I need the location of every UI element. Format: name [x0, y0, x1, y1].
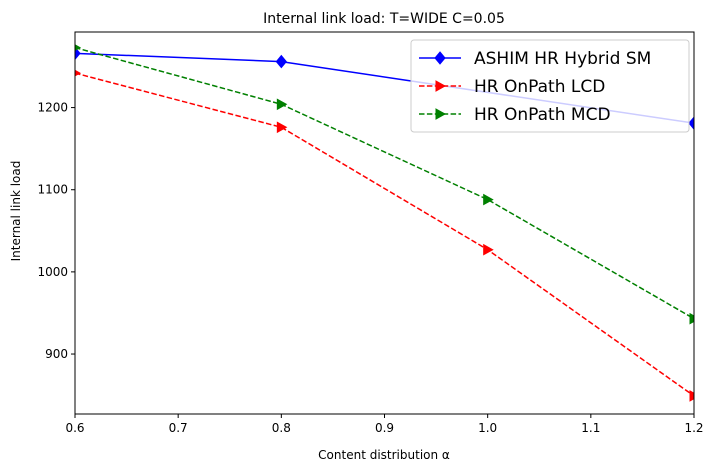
legend-item: HR OnPath LCD — [419, 77, 605, 97]
x-axis-label: Content distribution α — [318, 448, 450, 462]
y-axis-label: Internal link load — [9, 161, 23, 262]
data-point — [688, 116, 694, 130]
data-point — [75, 46, 81, 61]
legend-label: HR OnPath MCD — [474, 105, 611, 125]
legend-item: ASHIM HR Hybrid SM — [419, 49, 651, 69]
legend-marker — [434, 51, 446, 65]
x-axis-ticks: 0.6 0.7 0.8 0.9 1.0 1.1 1.2 — [65, 414, 704, 435]
legend-label: HR OnPath LCD — [474, 77, 605, 97]
x-tick-label: 0.7 — [169, 421, 188, 435]
series-layer — [75, 44, 694, 402]
data-point — [689, 312, 694, 325]
x-tick-label: 0.9 — [375, 421, 394, 435]
series-line — [75, 72, 694, 397]
x-tick-label: 1.1 — [581, 421, 600, 435]
y-tick-label: 900 — [45, 347, 68, 361]
data-point — [689, 390, 694, 402]
data-point — [483, 243, 494, 256]
series-3 — [75, 44, 694, 325]
data-point — [276, 98, 288, 111]
legend-label: ASHIM HR Hybrid SM — [474, 49, 651, 69]
y-tick-label: 1200 — [37, 101, 68, 115]
data-point — [275, 54, 287, 69]
y-tick-label: 1100 — [37, 183, 68, 197]
legend-item: HR OnPath MCD — [419, 105, 611, 125]
x-tick-label: 0.6 — [65, 421, 84, 435]
legend-marker — [435, 108, 447, 120]
x-tick-label: 1.2 — [684, 421, 703, 435]
legend: ASHIM HR Hybrid SM HR OnPath LCD HR OnPath… — [410, 39, 690, 133]
data-point — [276, 121, 288, 134]
y-axis-ticks: 900 1000 1100 1200 — [37, 101, 75, 361]
chart-title: Internal link load: T=WIDE C=0.05 — [263, 11, 505, 27]
series-line — [75, 46, 694, 320]
legend-marker — [435, 80, 447, 92]
x-tick-label: 0.8 — [272, 421, 291, 435]
data-point — [483, 193, 494, 206]
legend-box — [410, 39, 690, 133]
x-tick-label: 1.0 — [478, 421, 497, 435]
y-tick-label: 1000 — [37, 265, 68, 279]
